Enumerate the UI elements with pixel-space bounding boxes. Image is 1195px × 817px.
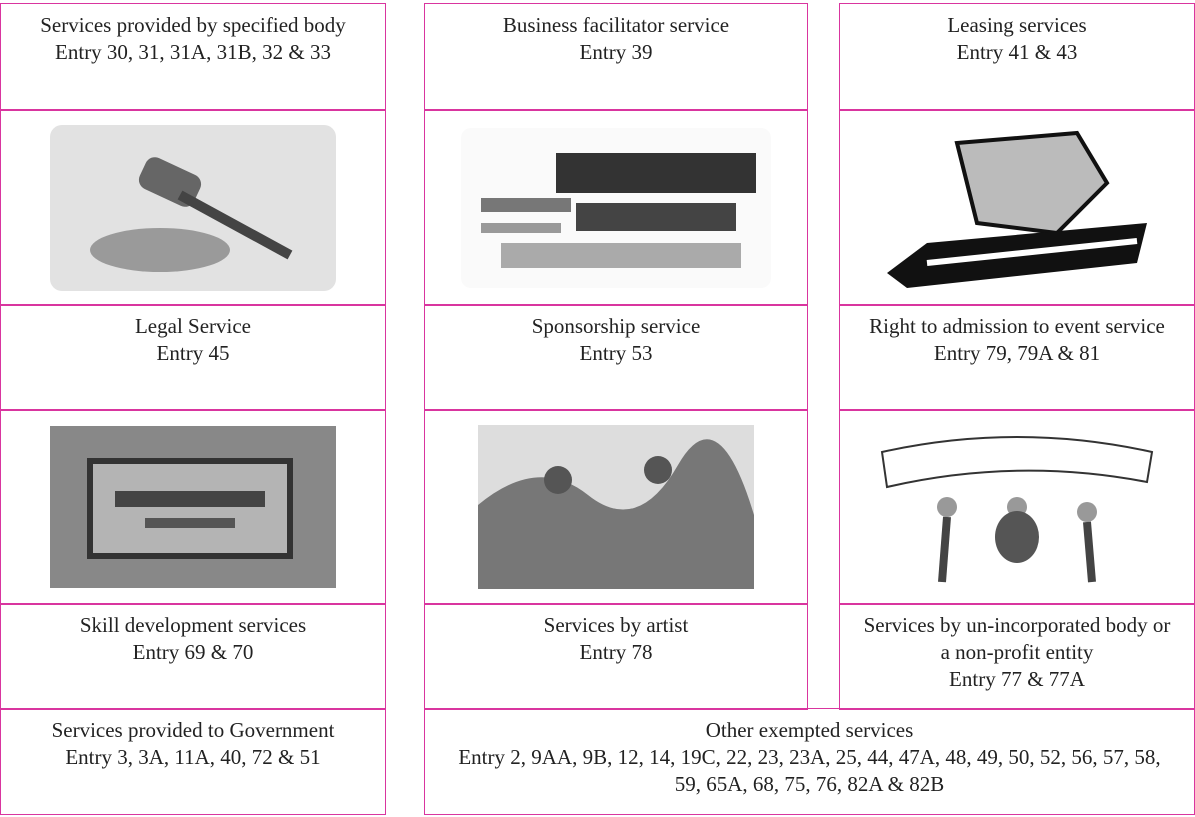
cell-title: Legal Service <box>134 314 252 338</box>
image-cell <box>424 409 808 605</box>
image-cell <box>839 109 1195 306</box>
artist-image <box>478 425 754 589</box>
text-cell: Services provided by specified body Entry… <box>0 3 386 111</box>
image-cell <box>0 409 386 605</box>
image-cell <box>0 109 386 306</box>
skill-image <box>50 426 336 588</box>
cell-entry: Entry 69 & 70 <box>132 640 254 664</box>
text-cell: Legal Service Entry 45 <box>0 304 386 411</box>
word-cloud-image <box>461 127 771 288</box>
cell-entry: Entry 45 <box>156 341 230 365</box>
image-cell <box>839 409 1195 605</box>
text-cell: Right to admission to event service Entry… <box>839 304 1195 411</box>
text-cell: Leasing services Entry 41 & 43 <box>839 3 1195 111</box>
cell-title: Leasing services <box>947 13 1087 37</box>
cell-entry: Entry 78 <box>579 640 653 664</box>
cell-title: Services provided by specified body <box>40 13 346 37</box>
tiger-image <box>887 130 1147 288</box>
cell-title: Other exempted services <box>705 718 914 742</box>
text-cell: Services by un-incorporated body or a no… <box>839 603 1195 710</box>
text-cell: Skill development services Entry 69 & 70 <box>0 603 386 710</box>
cell-entry: Entry 3, 3A, 11A, 40, 72 & 51 <box>65 745 321 769</box>
cell-entry: Entry 53 <box>579 341 653 365</box>
cell-title: Services by artist <box>543 613 689 637</box>
cell-entry: Entry 2, 9AA, 9B, 12, 14, 19C, 22, 23, 2… <box>458 745 1161 796</box>
cell-entry: Entry 79, 79A & 81 <box>933 341 1101 365</box>
cell-title: Skill development services <box>79 613 307 637</box>
cell-entry: Entry 30, 31, 31A, 31B, 32 & 33 <box>55 40 331 64</box>
text-cell: Business facilitator service Entry 39 <box>424 3 808 111</box>
non-profit-image <box>880 436 1154 583</box>
cell-title: Business facilitator service <box>502 13 730 37</box>
cell-entry: Entry 77 & 77A <box>949 667 1085 691</box>
text-cell: Other exempted services Entry 2, 9AA, 9B,… <box>424 708 1195 815</box>
text-cell: Services provided to Government Entry 3, … <box>0 708 386 815</box>
cell-entry: Entry 41 & 43 <box>956 40 1078 64</box>
cell-title: Right to admission to event service <box>869 314 1165 338</box>
cell-title: Services provided to Government <box>51 718 335 742</box>
cell-title: Sponsorship service <box>531 314 701 338</box>
text-cell: Sponsorship service Entry 53 <box>424 304 808 411</box>
image-cell <box>424 109 808 306</box>
gavel-image <box>50 124 336 291</box>
cell-entry: Entry 39 <box>579 40 653 64</box>
text-cell: Services by artist Entry 78 <box>424 603 808 710</box>
cell-title: Services by un-incorporated body or a no… <box>863 613 1171 664</box>
